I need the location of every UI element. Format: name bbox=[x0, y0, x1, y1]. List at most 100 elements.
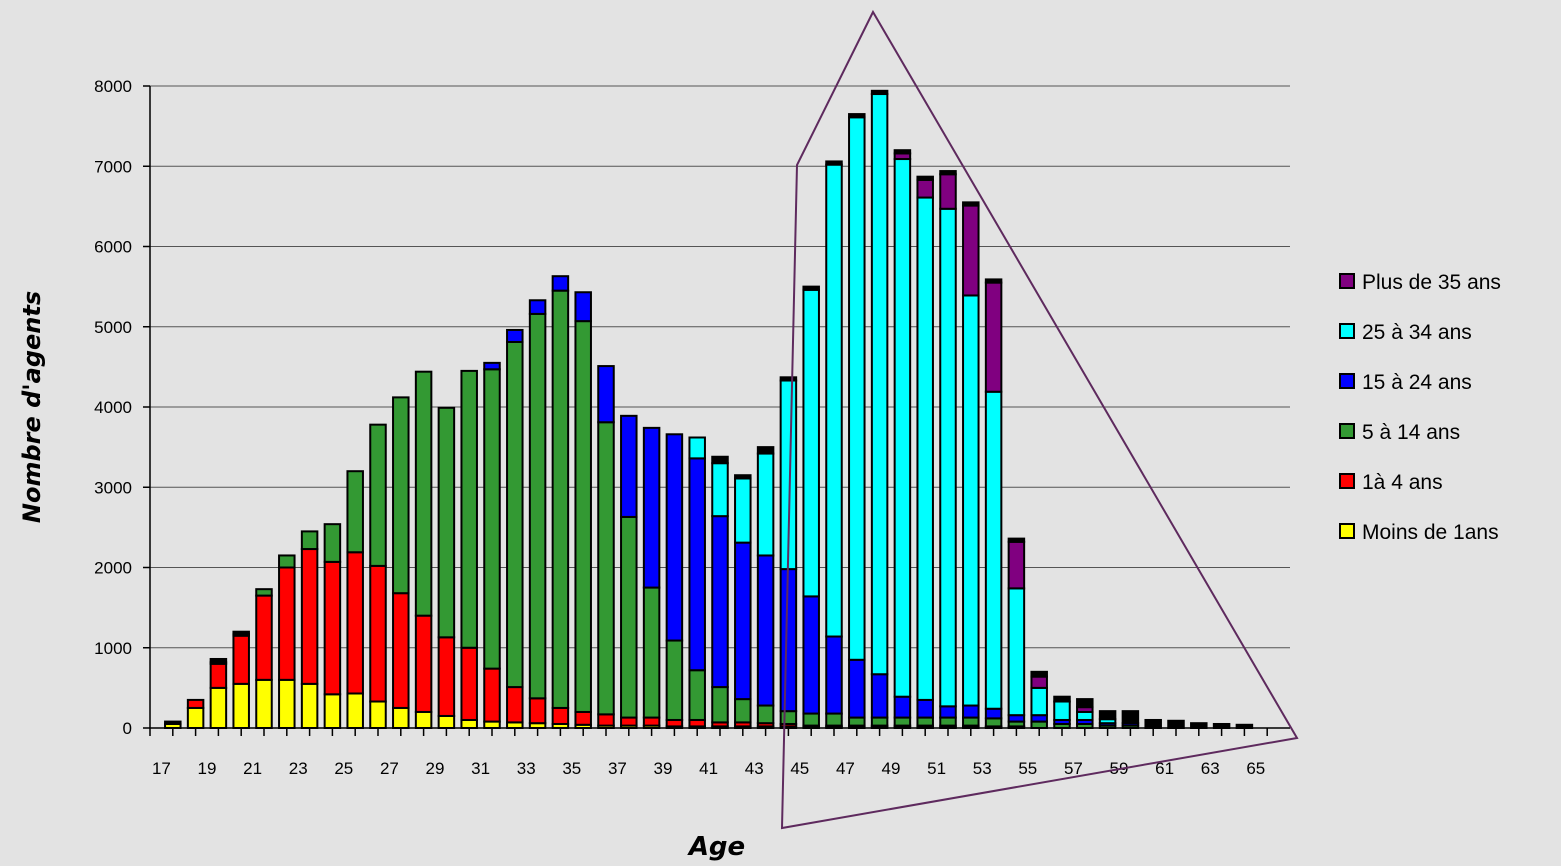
bar-segment bbox=[483, 368, 501, 670]
y-tick-label: 5000 bbox=[94, 318, 132, 337]
bar-segment bbox=[209, 657, 228, 664]
bar-segment bbox=[870, 89, 889, 96]
bar-segment bbox=[756, 452, 775, 557]
bar-segment bbox=[734, 477, 752, 544]
bar-segment bbox=[962, 204, 980, 297]
x-tick-label: 17 bbox=[152, 759, 171, 778]
bar-segment bbox=[802, 288, 820, 598]
x-tick-label: 47 bbox=[836, 759, 855, 778]
x-tick-label: 31 bbox=[471, 759, 490, 778]
bar-segment bbox=[848, 716, 866, 727]
bar-segment bbox=[164, 720, 182, 725]
bar-segment bbox=[756, 554, 775, 707]
legend-swatch bbox=[1339, 273, 1355, 289]
bar-segment bbox=[688, 669, 706, 721]
bar-segment bbox=[779, 710, 798, 725]
bar-segment bbox=[300, 530, 319, 551]
y-tick-label: 1000 bbox=[94, 639, 132, 658]
bar-segment bbox=[346, 470, 364, 554]
bar-segment bbox=[1030, 675, 1048, 689]
legend-label: 5 à 14 ans bbox=[1362, 421, 1460, 444]
bar-segment bbox=[848, 658, 866, 719]
bar-segment bbox=[597, 421, 615, 716]
bar-segment bbox=[460, 718, 478, 729]
bar-segment bbox=[688, 436, 706, 460]
bar-segment bbox=[734, 698, 752, 724]
x-tick-label: 29 bbox=[426, 759, 445, 778]
bar-segment bbox=[483, 361, 501, 371]
bar-segment bbox=[346, 551, 364, 695]
bar-segment bbox=[574, 320, 592, 713]
bar-segment bbox=[597, 713, 615, 727]
bar-segment bbox=[528, 312, 547, 700]
bar-segment bbox=[642, 716, 661, 727]
y-tick-label: 3000 bbox=[94, 478, 132, 497]
bar-segment bbox=[825, 160, 843, 166]
y-axis-title: Nombre d'agents bbox=[18, 291, 46, 523]
bar-segment bbox=[278, 554, 296, 569]
bar-segment bbox=[962, 294, 980, 707]
bar-segment bbox=[870, 716, 889, 727]
legend-label: 1à 4 ans bbox=[1362, 471, 1443, 494]
bar-segment bbox=[802, 285, 820, 291]
legend-item: Plus de 35 ans bbox=[1339, 271, 1501, 294]
bar-segment bbox=[916, 175, 934, 181]
bar-segment bbox=[870, 673, 889, 719]
bar-segment bbox=[825, 712, 843, 727]
legend-swatch bbox=[1339, 423, 1355, 439]
y-tick-label: 8000 bbox=[94, 77, 132, 96]
bar-segment bbox=[962, 704, 980, 719]
bar-segment bbox=[984, 707, 1003, 720]
bar-segment bbox=[460, 646, 478, 721]
bar-segment bbox=[893, 716, 912, 727]
x-tick-label: 25 bbox=[334, 759, 353, 778]
bar-segment bbox=[323, 560, 342, 696]
bar-segment bbox=[779, 568, 798, 713]
x-tick-label: 21 bbox=[243, 759, 262, 778]
legend-label: Plus de 35 ans bbox=[1362, 271, 1501, 294]
bar-segment bbox=[346, 692, 364, 729]
x-tick-label: 37 bbox=[608, 759, 627, 778]
bar-segment bbox=[574, 291, 592, 323]
bar-segment bbox=[848, 116, 866, 661]
bar-segment bbox=[1030, 670, 1048, 678]
bar-segment bbox=[414, 370, 433, 617]
bar-segment bbox=[893, 158, 912, 698]
bar-segment bbox=[323, 523, 342, 563]
bar-segment bbox=[734, 474, 752, 480]
bar-segment bbox=[551, 275, 570, 292]
bar-segment bbox=[1076, 698, 1094, 709]
bar-segment bbox=[984, 278, 1003, 284]
bar-segment bbox=[437, 636, 456, 717]
y-tick-label: 4000 bbox=[94, 398, 132, 417]
bar-segment bbox=[551, 706, 570, 725]
bar-segment bbox=[939, 170, 957, 176]
bar-segment bbox=[1144, 718, 1162, 729]
bar-segment bbox=[1053, 695, 1071, 703]
bar-segment bbox=[186, 698, 205, 709]
bar-segment bbox=[278, 566, 296, 681]
bar-segment bbox=[665, 433, 684, 642]
legend-item: 1à 4 ans bbox=[1339, 471, 1443, 494]
bar-segment bbox=[939, 207, 957, 708]
bar-segment bbox=[460, 369, 478, 649]
bar-segment bbox=[278, 678, 296, 729]
bar-segment bbox=[756, 446, 775, 455]
bar-segment bbox=[711, 686, 729, 724]
legend-swatch bbox=[1339, 373, 1355, 389]
bar-segment bbox=[437, 714, 456, 730]
bar-segment bbox=[574, 710, 592, 726]
bar-segment bbox=[802, 712, 820, 727]
y-tick-label: 7000 bbox=[94, 157, 132, 176]
bar-segment bbox=[506, 328, 524, 343]
bar-segment bbox=[414, 614, 433, 713]
bar-segment bbox=[528, 299, 547, 315]
bar-segment bbox=[369, 564, 387, 703]
bar-segment bbox=[848, 113, 866, 119]
bar-segment bbox=[597, 365, 615, 424]
x-tick-label: 55 bbox=[1018, 759, 1037, 778]
bar-segment bbox=[1030, 686, 1048, 717]
y-tick-labels: 0 1000 2000 3000 4000 5000 6000 7000 8000 bbox=[94, 77, 132, 738]
bar-segment bbox=[620, 414, 638, 518]
